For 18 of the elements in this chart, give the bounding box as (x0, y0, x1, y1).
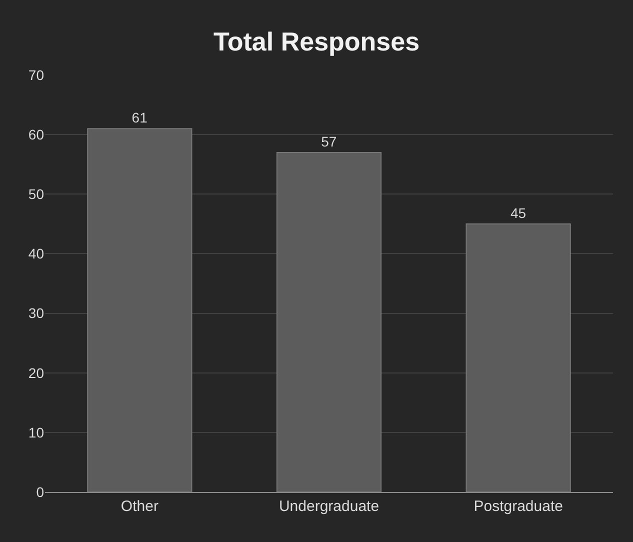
y-tick-label: 20 (28, 364, 44, 381)
y-tick-label: 0 (36, 484, 44, 500)
chart-title: Total Responses (213, 26, 420, 57)
bar (87, 128, 192, 492)
data-label: 45 (510, 204, 526, 221)
y-tick-label: 50 (28, 186, 44, 202)
x-tick-label: Other (120, 498, 158, 515)
x-tick-label: Undergraduate (278, 498, 380, 515)
y-tick-label: 10 (28, 424, 44, 440)
y-tick-label: 60 (28, 126, 44, 142)
y-tick-label: 40 (28, 246, 44, 262)
y-tick-label: 70 (28, 66, 44, 83)
bar (276, 152, 382, 492)
x-tick-label: Postgraduate (474, 498, 563, 515)
bar (466, 223, 571, 492)
data-label: 61 (132, 110, 148, 126)
data-label: 57 (321, 133, 337, 150)
y-tick-label: 30 (28, 305, 44, 322)
